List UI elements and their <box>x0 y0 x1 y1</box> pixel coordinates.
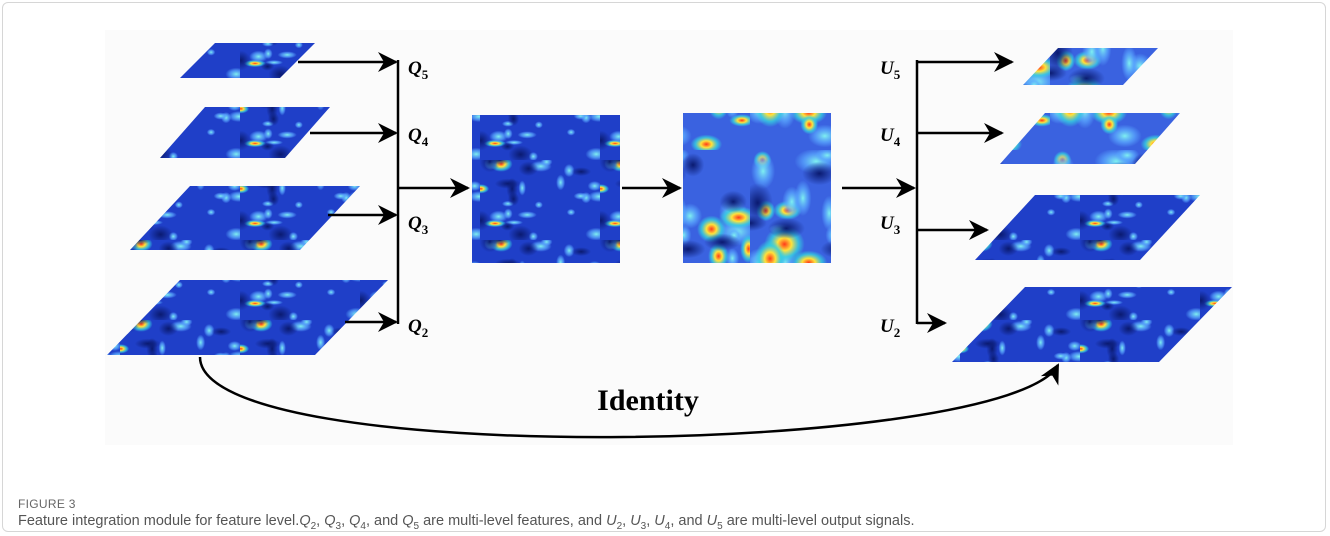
label-index: 4 <box>422 134 429 149</box>
caption-symbol: U <box>606 513 616 529</box>
caption-label: FIGURE 3 <box>18 497 76 511</box>
feature-map <box>472 115 620 263</box>
caption-run: , <box>316 513 324 529</box>
label-letter: Q <box>408 58 422 79</box>
label-index: 2 <box>422 325 429 340</box>
caption-symbol: U <box>630 513 640 529</box>
label-letter: Q <box>408 213 422 234</box>
caption-symbol: Q <box>349 513 360 529</box>
caption-run: , <box>341 513 349 529</box>
identity-label: Identity <box>597 384 699 417</box>
caption-symbol: Q <box>402 513 413 529</box>
caption-run: , and <box>670 513 706 529</box>
caption-run: , <box>622 513 630 529</box>
caption-symbol: U <box>707 513 717 529</box>
label-letter: Q <box>408 316 422 337</box>
caption-run: are multi-level output signals. <box>723 513 915 529</box>
caption-run: are multi-level features, and <box>419 513 606 529</box>
caption-symbol: Q <box>299 513 310 529</box>
label-index: 3 <box>894 222 901 237</box>
label-index: 4 <box>894 134 901 149</box>
page: Q5Q4Q3Q2U5U4U3U2 Identity FIGURE 3 Featu… <box>0 0 1330 536</box>
feature-map <box>683 113 831 263</box>
caption-run: Feature integration module for feature l… <box>18 513 299 529</box>
caption-run: , and <box>366 513 402 529</box>
label-index: 3 <box>422 222 429 237</box>
label-index: 2 <box>894 325 901 340</box>
label-letter: Q <box>408 125 422 146</box>
caption-text: Feature integration module for feature l… <box>18 513 915 532</box>
caption-symbol: Q <box>324 513 335 529</box>
caption-symbol: U <box>654 513 664 529</box>
label-index: 5 <box>422 67 429 82</box>
label-index: 5 <box>894 67 901 82</box>
